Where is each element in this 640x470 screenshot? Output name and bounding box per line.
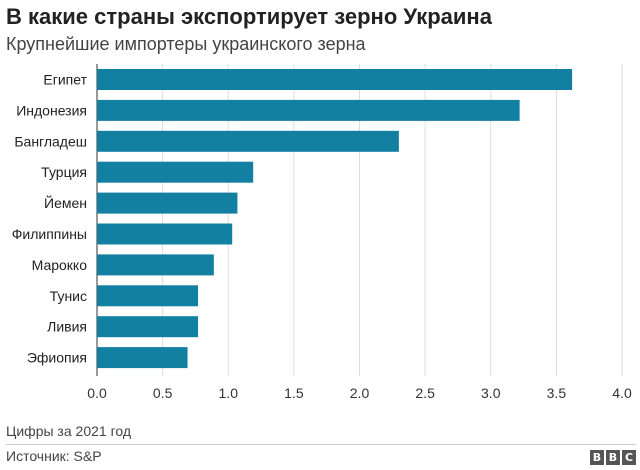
source-credit: Источник: S&P [6, 448, 102, 464]
x-tick-label: 1.0 [219, 385, 239, 401]
category-label: Эфиопия [27, 350, 87, 366]
category-labels: Египет Индонезия Бангладеш Турция Йемен Филип… [12, 72, 88, 366]
bar [97, 254, 214, 276]
category-label: Марокко [32, 257, 88, 273]
x-tick-label: 2.5 [415, 385, 435, 401]
x-tick-label: 3.5 [547, 385, 567, 401]
bar [97, 161, 254, 183]
chart-title: В какие страны экспортирует зерно Украин… [6, 4, 492, 29]
bar [97, 192, 238, 214]
x-tick-label: 3.0 [481, 385, 501, 401]
category-label: Йемен [44, 194, 87, 211]
chart-subtitle: Крупнейшие импортеры украинского зерна [6, 34, 366, 54]
x-tick-label: 4.0 [612, 385, 632, 401]
bar [97, 316, 199, 338]
x-tick-label: 2.0 [350, 385, 370, 401]
x-tick-label: 0.5 [153, 385, 173, 401]
footer-divider [6, 444, 636, 445]
bar [97, 223, 233, 245]
bar [97, 99, 520, 121]
bar [97, 69, 573, 90]
bbc-logo-letter-b1: B [590, 450, 604, 465]
bar [97, 130, 399, 152]
bbc-logo-letter-c: C [622, 450, 636, 465]
bar-chart: Египет Индонезия Бангладеш Турция Йемен Филип… [12, 64, 632, 401]
x-axis-ticks: 0.0 0.5 1.0 1.5 2.0 2.5 3.0 3.5 4.0 [87, 385, 632, 401]
x-tick-label: 1.5 [284, 385, 304, 401]
bar [97, 347, 188, 369]
category-label: Египет [43, 72, 87, 88]
bbc-logo-letter-b2: B [606, 450, 620, 465]
category-label: Индонезия [16, 102, 87, 118]
x-tick-label: 0.0 [87, 385, 107, 401]
category-label: Ливия [47, 319, 87, 335]
bbc-logo: B B C [590, 450, 636, 465]
bar [97, 285, 199, 307]
footnote: Цифры за 2021 год [6, 423, 132, 439]
category-label: Турция [41, 164, 87, 180]
category-label: Филиппины [12, 226, 87, 242]
category-label: Тунис [50, 288, 87, 304]
bars [97, 69, 573, 369]
category-label: Бангладеш [14, 133, 87, 149]
